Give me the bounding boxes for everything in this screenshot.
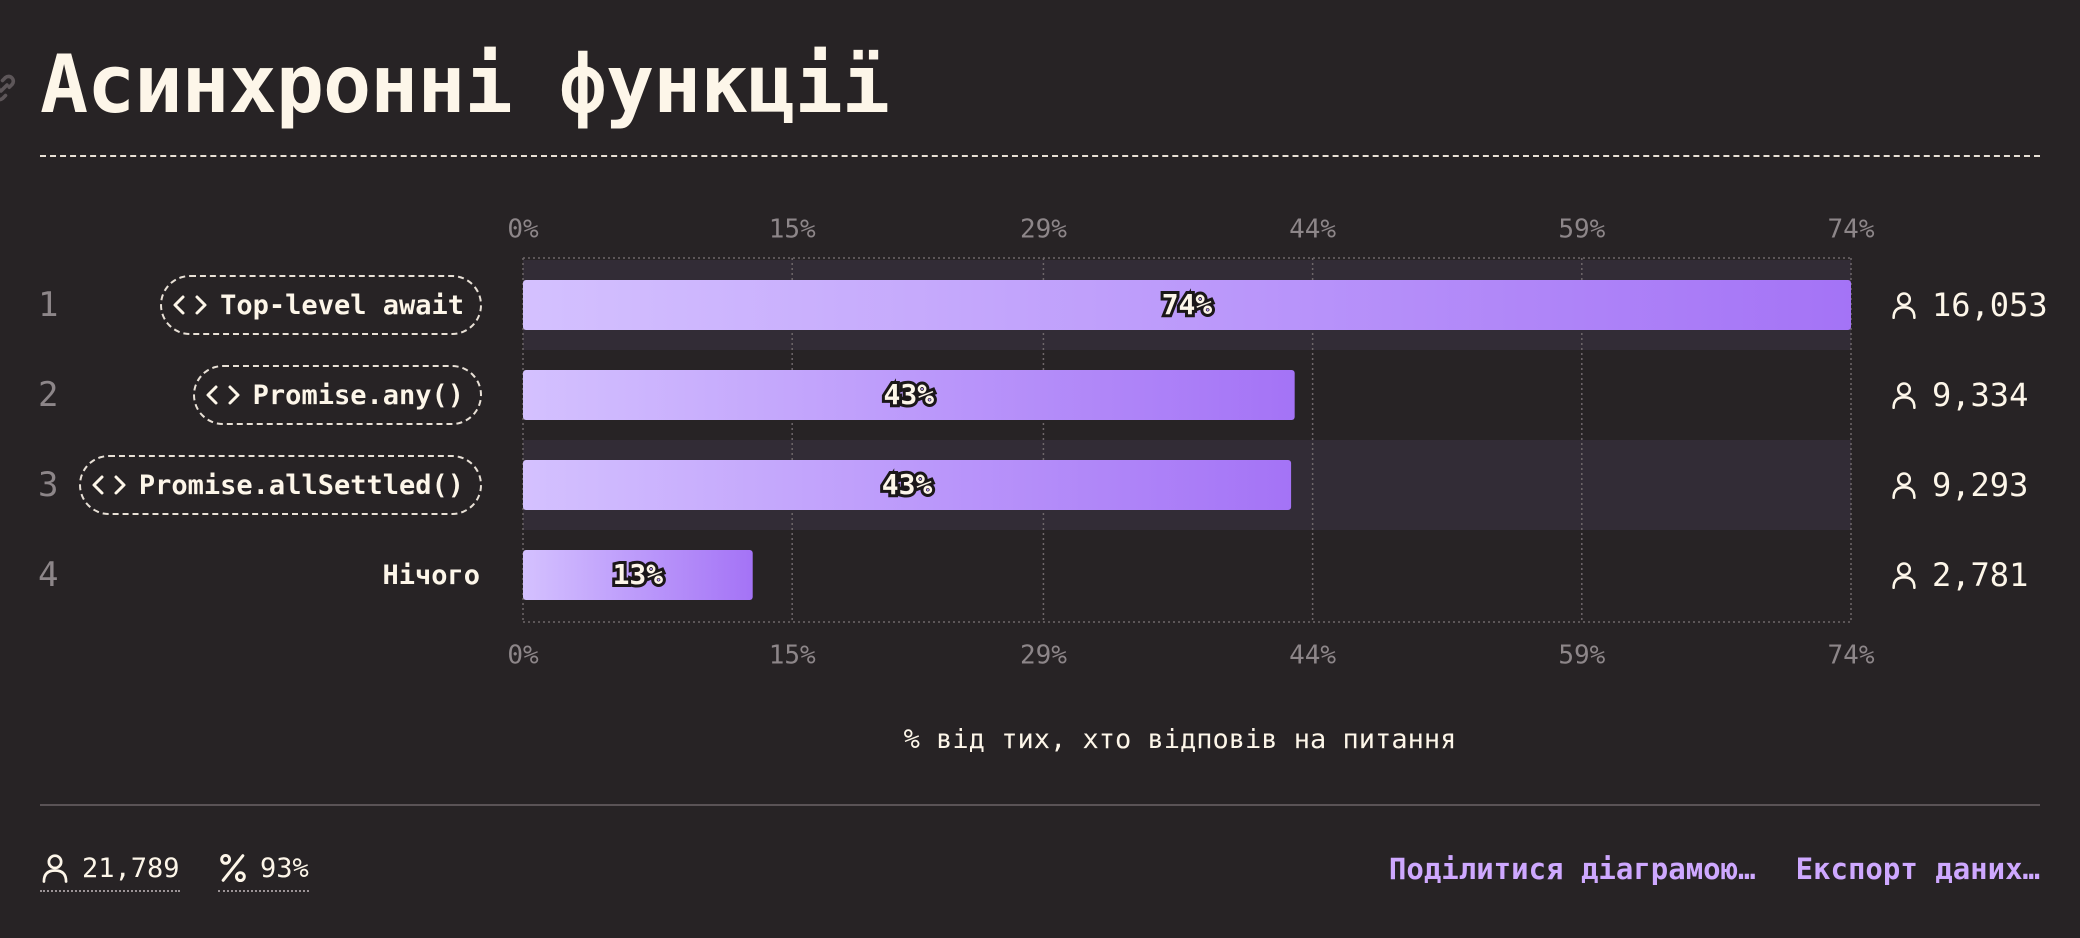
person-icon bbox=[1890, 560, 1918, 590]
code-icon bbox=[91, 473, 127, 497]
tick-label: 59% bbox=[1558, 215, 1605, 245]
completion-stat[interactable]: 93% bbox=[218, 852, 309, 892]
row-label[interactable]: Promise.allSettled() bbox=[79, 455, 482, 515]
row-rank: 1 bbox=[38, 285, 58, 325]
tick-label: 15% bbox=[769, 641, 816, 671]
row-rank: 2 bbox=[38, 375, 58, 415]
bar-chart: 0% 0% 15% 15% 29% 29% 44% 44% 59% 59% 74% 74% 74% 43%… bbox=[0, 0, 2080, 700]
row-label[interactable]: Top-level await bbox=[160, 275, 482, 335]
x-axis-label: % від тих, хто відповів на питання bbox=[520, 724, 1840, 755]
person-icon bbox=[40, 852, 70, 884]
row-count-value: 2,781 bbox=[1932, 556, 2028, 594]
footer-divider bbox=[40, 804, 2040, 806]
row-respondents: 16,053 bbox=[1890, 285, 2048, 325]
respondents-count: 21,789 bbox=[82, 853, 180, 884]
tick-label: 59% bbox=[1558, 641, 1605, 671]
tick-label: 29% bbox=[1020, 641, 1067, 671]
bar-value-label: 43% bbox=[884, 378, 935, 411]
export-data-link[interactable]: Експорт даних… bbox=[1796, 852, 2040, 886]
row-count-value: 16,053 bbox=[1932, 286, 2048, 324]
respondents-stat[interactable]: 21,789 bbox=[40, 852, 180, 892]
code-icon bbox=[172, 293, 208, 317]
bar-value-label: 74% bbox=[1162, 288, 1213, 321]
row-label-text: Top-level await bbox=[220, 290, 464, 321]
row-count-value: 9,334 bbox=[1932, 376, 2028, 414]
footer-actions: Поділитися діаграмою… Експорт даних… bbox=[1389, 852, 2040, 886]
bar-value-label: 43% bbox=[882, 468, 933, 501]
row-label[interactable]: Нічого bbox=[370, 545, 482, 605]
completion-rate: 93% bbox=[260, 853, 309, 884]
tick-label: 74% bbox=[1828, 215, 1875, 245]
row-rank: 3 bbox=[38, 465, 58, 505]
tick-label: 29% bbox=[1020, 215, 1067, 245]
row-respondents: 9,293 bbox=[1890, 465, 2028, 505]
code-icon bbox=[205, 383, 241, 407]
tick-label: 0% bbox=[507, 215, 539, 245]
row-label-text: Promise.allSettled() bbox=[139, 470, 464, 501]
tick-label: 15% bbox=[769, 215, 816, 245]
person-icon bbox=[1890, 290, 1918, 320]
row-label-text: Promise.any() bbox=[253, 380, 464, 411]
row-label-text: Нічого bbox=[382, 560, 480, 591]
person-icon bbox=[1890, 470, 1918, 500]
row-respondents: 9,334 bbox=[1890, 375, 2028, 415]
tick-label: 74% bbox=[1828, 641, 1875, 671]
tick-label: 44% bbox=[1289, 215, 1336, 245]
row-respondents: 2,781 bbox=[1890, 555, 2028, 595]
bar-value-label: 13% bbox=[613, 558, 664, 591]
tick-label: 0% bbox=[507, 641, 539, 671]
share-chart-link[interactable]: Поділитися діаграмою… bbox=[1389, 852, 1756, 886]
percent-icon bbox=[218, 852, 248, 884]
tick-label: 44% bbox=[1289, 641, 1336, 671]
row-label[interactable]: Promise.any() bbox=[193, 365, 482, 425]
row-count-value: 9,293 bbox=[1932, 466, 2028, 504]
row-rank: 4 bbox=[38, 555, 58, 595]
person-icon bbox=[1890, 380, 1918, 410]
